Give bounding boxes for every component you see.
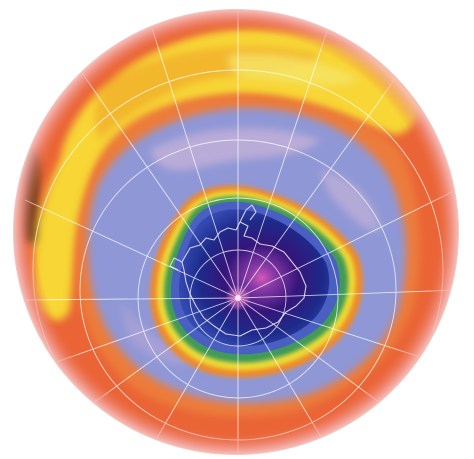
globe-edge <box>13 9 459 455</box>
globe-limb <box>14 10 458 454</box>
ozone-concentration-field <box>14 10 458 454</box>
